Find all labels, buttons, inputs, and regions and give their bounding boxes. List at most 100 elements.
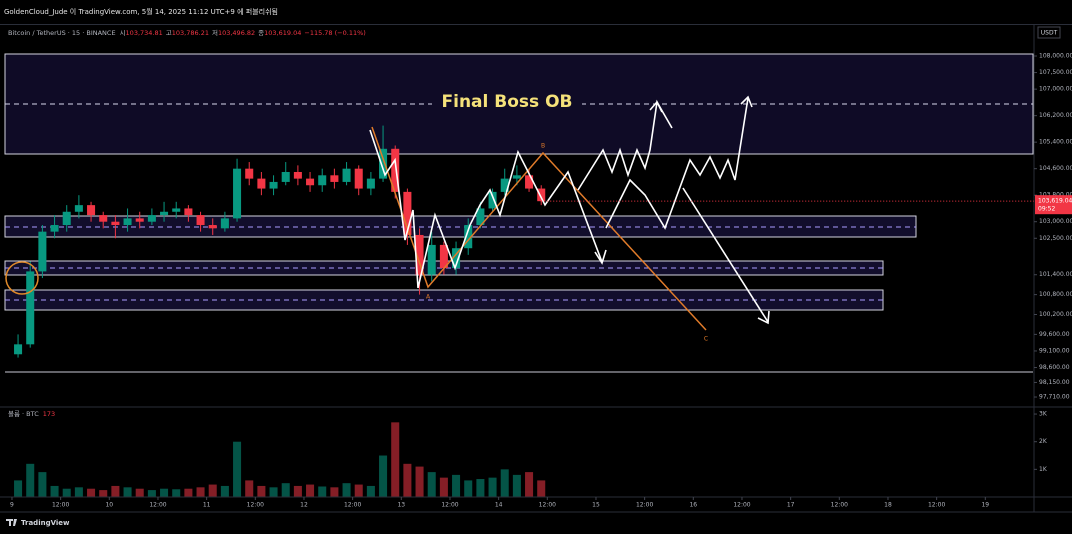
candle-body xyxy=(464,225,473,249)
volume-bar xyxy=(525,472,534,497)
candle-body xyxy=(111,221,120,226)
y-tick-label: 106,200.00 xyxy=(1039,112,1072,119)
volume-bar xyxy=(354,484,363,497)
volume-tick-label: 3K xyxy=(1039,411,1048,418)
x-tick-label: 12:00 xyxy=(539,502,556,509)
volume-bar xyxy=(111,485,120,497)
x-tick-label: 14 xyxy=(495,502,503,509)
candles xyxy=(14,125,546,497)
volume-bar xyxy=(464,480,473,497)
ohlc-value: 103,734.81 xyxy=(126,29,163,37)
y-tick-label: 105,400.00 xyxy=(1039,139,1072,146)
volume-bar xyxy=(172,489,181,497)
volume-bar xyxy=(99,490,108,497)
y-tick-label: 103,000.00 xyxy=(1039,218,1072,225)
ohlc-value: 103,619.04 xyxy=(264,29,301,37)
x-tick-label: 12:00 xyxy=(733,502,750,509)
x-tick-label: 12:00 xyxy=(831,502,848,509)
highlight-circle xyxy=(5,261,39,295)
ohlc-value: 103,496.82 xyxy=(218,29,255,37)
candle-body xyxy=(220,218,229,229)
y-tick-label: 99,100.00 xyxy=(1039,347,1070,354)
candle-body xyxy=(123,218,132,226)
last-price-time: 09:52 xyxy=(1038,206,1055,213)
volume-bar xyxy=(26,463,35,497)
candle-body xyxy=(281,171,290,182)
candle-body xyxy=(245,168,254,179)
y-tick-label: 108,000.00 xyxy=(1039,52,1072,59)
arrow-head xyxy=(740,95,753,108)
arrow-head xyxy=(757,310,770,325)
zone xyxy=(4,289,884,311)
ohlc-key: 시 xyxy=(120,29,126,37)
x-tick-label: 13 xyxy=(397,502,405,509)
publisher: GoldenCloud_Jude 이 TradingView.com, 5월 1… xyxy=(4,7,278,16)
candle-body xyxy=(14,344,23,355)
y-tick-label: 98,150.00 xyxy=(1039,379,1070,386)
volume-bar xyxy=(318,486,327,497)
candle-body xyxy=(342,168,351,182)
volume-bar xyxy=(38,472,47,497)
x-tick-label: 12:00 xyxy=(636,502,653,509)
x-tick-label: 12:00 xyxy=(52,502,69,509)
wave-label: A xyxy=(426,294,431,301)
arrow-head xyxy=(594,249,607,265)
candle-body xyxy=(500,178,509,192)
wave-path xyxy=(371,126,707,331)
volume-bar xyxy=(379,455,388,497)
candle-body xyxy=(160,211,169,216)
y-tick-label: 102,500.00 xyxy=(1039,235,1072,242)
volume-bar xyxy=(476,479,485,497)
candle-body xyxy=(306,178,315,186)
volume-bar xyxy=(196,487,205,497)
y-tick-label: 107,500.00 xyxy=(1039,69,1072,76)
volume-bar xyxy=(135,488,144,497)
volume-bar xyxy=(62,488,71,497)
projection-path xyxy=(577,99,673,191)
ohlc-key: 고 xyxy=(166,29,172,37)
volume-bar xyxy=(366,485,375,497)
candle-body xyxy=(318,175,327,186)
volume-bar xyxy=(403,463,412,497)
candle-body xyxy=(257,178,266,189)
x-tick-label: 12:00 xyxy=(149,502,166,509)
wave-label: B xyxy=(541,143,545,150)
candle-body xyxy=(476,208,485,226)
volume-bar xyxy=(87,488,96,497)
volume-bar xyxy=(208,484,217,497)
volume-bar xyxy=(439,477,448,497)
ohlc-key: 종 xyxy=(258,29,264,37)
candle-body xyxy=(512,175,521,179)
legend: Bitcoin / TetherUS · 15 · BINANCE 시103,73… xyxy=(8,28,366,37)
x-tick-label: 12:00 xyxy=(928,502,945,509)
candle-body xyxy=(38,231,47,272)
x-tick-label: 11 xyxy=(203,502,211,509)
volume-title: 볼륨 · BTC xyxy=(8,409,39,418)
frame-line xyxy=(0,24,1072,25)
candle-body xyxy=(488,191,497,209)
y-tick-label: 100,800.00 xyxy=(1039,291,1072,298)
candle-body xyxy=(172,208,181,212)
volume-bar xyxy=(488,477,497,497)
axes: 108,000.00 107,500.00 107,000.00 106,200.00… xyxy=(10,52,1072,509)
volume-bar xyxy=(245,480,254,497)
projection-path xyxy=(605,97,749,230)
x-tick-label: 12:00 xyxy=(441,502,458,509)
candle-body xyxy=(537,188,546,202)
candle-body xyxy=(135,218,144,222)
last-price-label: 103,619.04 xyxy=(1038,198,1072,205)
candle-body xyxy=(366,178,375,189)
volume-bar xyxy=(452,474,461,497)
y-tick-label: 99,600.00 xyxy=(1039,331,1070,338)
y-tick-label: 107,000.00 xyxy=(1039,86,1072,93)
candle-body xyxy=(391,148,400,192)
candle-body xyxy=(403,191,412,235)
x-tick-label: 12 xyxy=(300,502,308,509)
x-tick-label: 19 xyxy=(981,502,989,509)
annotation-title: Final Boss OB xyxy=(442,92,573,112)
x-tick-label: 10 xyxy=(105,502,113,509)
title-backdrop xyxy=(432,91,582,113)
volume-bar xyxy=(233,441,242,497)
volume-bar xyxy=(293,485,302,497)
